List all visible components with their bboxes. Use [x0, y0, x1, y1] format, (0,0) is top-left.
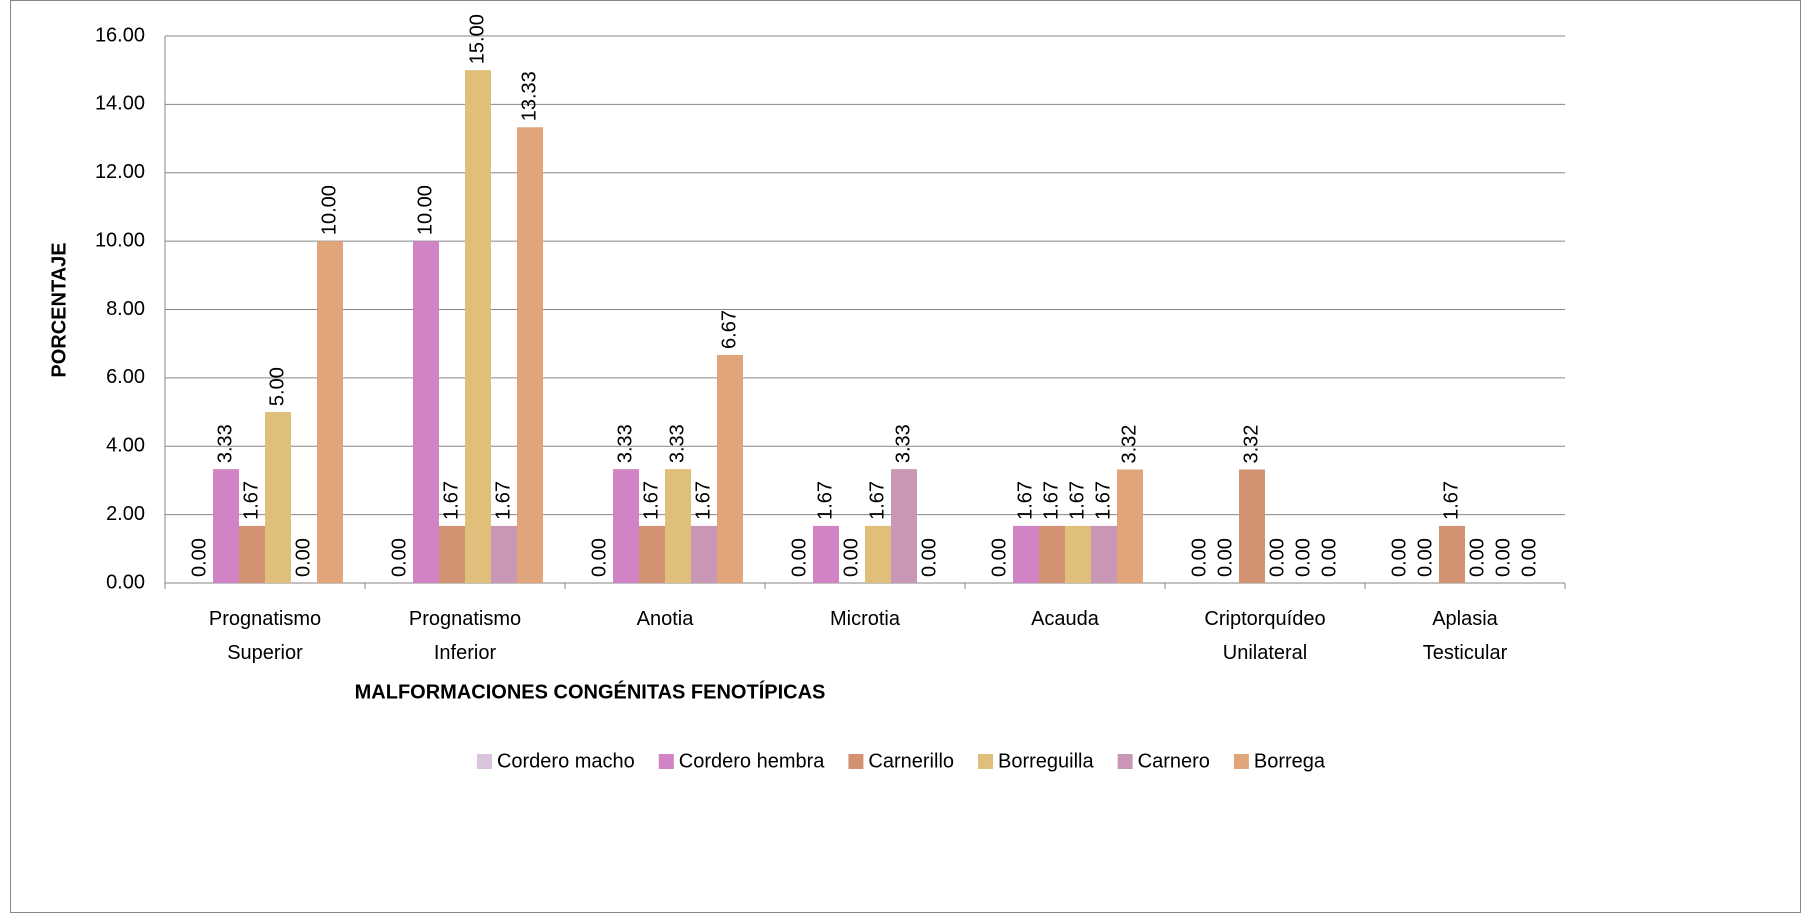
y-tick-label: 2.00: [106, 503, 145, 525]
bar: [439, 525, 465, 583]
bar: [717, 354, 743, 583]
bar: [613, 469, 639, 583]
value-label: 5.00: [266, 367, 288, 406]
legend-label: Borrega: [1254, 750, 1326, 772]
x-tick-label: Acauda: [1031, 608, 1100, 630]
legend-label: Borreguilla: [998, 750, 1094, 772]
value-label: 0.00: [840, 538, 862, 577]
bar: [265, 412, 291, 583]
value-label: 1.67: [1092, 481, 1114, 520]
value-label: 0.00: [988, 538, 1010, 577]
value-label: 0.00: [918, 538, 940, 577]
legend-swatch: [658, 754, 674, 769]
bar: [213, 469, 239, 583]
value-label: 3.33: [614, 424, 636, 463]
legend-label: Carnero: [1138, 750, 1210, 772]
x-tick-label: Anotia: [637, 608, 695, 630]
x-axis-title: MALFORMACIONES CONGÉNITAS FENOTÍPICAS: [355, 680, 826, 703]
value-label: 1.67: [1014, 481, 1036, 520]
x-tick-label: Aplasia Testicular: [1423, 608, 1508, 664]
value-label: 0.00: [1188, 538, 1210, 577]
value-label: 0.00: [1266, 538, 1288, 577]
legend-swatch: [476, 754, 492, 769]
value-label: 0.00: [1466, 538, 1488, 577]
y-axis-title: PORCENTAJE: [48, 242, 70, 377]
value-label: 13.33: [518, 71, 540, 121]
value-label: 3.33: [666, 424, 688, 463]
legend-swatch: [1117, 754, 1133, 769]
legend-swatch: [1233, 754, 1249, 769]
y-tick-label: 16.00: [95, 24, 145, 46]
legend-label: Cordero macho: [497, 750, 635, 772]
y-tick-label: 10.00: [95, 229, 145, 251]
bar: [665, 469, 691, 583]
x-tick-label: Microtia: [830, 608, 901, 630]
value-label: 3.33: [214, 424, 236, 463]
bar: [1065, 525, 1091, 583]
value-label: 0.00: [1214, 538, 1236, 577]
x-tick-label: Prognatismo Inferior: [409, 608, 521, 664]
value-label: 0.00: [788, 538, 810, 577]
value-label: 0.00: [1492, 538, 1514, 577]
bar: [317, 241, 343, 583]
value-label: 1.67: [1066, 481, 1088, 520]
bar: [891, 469, 917, 583]
value-label: 3.32: [1118, 425, 1140, 464]
bar: [1013, 525, 1039, 583]
value-label: 0.00: [588, 538, 610, 577]
bar: [239, 525, 265, 583]
value-label: 1.67: [814, 481, 836, 520]
y-tick-label: 6.00: [106, 366, 145, 388]
value-label: 1.67: [692, 481, 714, 520]
legend-swatch: [848, 754, 864, 769]
bar: [813, 525, 839, 583]
value-label: 1.67: [640, 481, 662, 520]
y-tick-label: 12.00: [95, 161, 145, 183]
legend-label: Cordero hembra: [679, 750, 826, 772]
value-label: 0.00: [1292, 538, 1314, 577]
bar: [491, 525, 517, 583]
y-tick-label: 8.00: [106, 298, 145, 320]
value-label: 6.67: [718, 310, 740, 349]
value-label: 15.00: [466, 14, 488, 64]
bar: [1091, 525, 1117, 583]
legend-label: Carnerillo: [868, 750, 954, 772]
value-label: 0.00: [188, 538, 210, 577]
bar: [413, 241, 439, 583]
value-label: 1.67: [240, 481, 262, 520]
value-label: 0.00: [1318, 538, 1340, 577]
value-label: 0.00: [388, 538, 410, 577]
value-label: 1.67: [1040, 481, 1062, 520]
bar: [865, 525, 891, 583]
value-label: 0.00: [1388, 538, 1410, 577]
value-label: 1.67: [866, 481, 888, 520]
value-label: 1.67: [492, 481, 514, 520]
x-tick-label: Prognatismo Superior: [209, 608, 321, 664]
value-label: 10.00: [414, 185, 436, 235]
value-label: 10.00: [318, 185, 340, 235]
bar: [1039, 525, 1065, 583]
value-label: 3.32: [1240, 425, 1262, 464]
chart-frame: [10, 0, 1801, 913]
value-label: 1.67: [440, 481, 462, 520]
bar: [1439, 525, 1465, 583]
value-label: 0.00: [292, 538, 314, 577]
bar: [517, 127, 543, 583]
value-label: 1.67: [1440, 481, 1462, 520]
value-label: 3.33: [892, 424, 914, 463]
x-tick-label: Criptorquídeo Unilateral: [1204, 608, 1325, 664]
bar: [691, 525, 717, 583]
bar: [639, 525, 665, 583]
bar: [1117, 469, 1143, 583]
bar: [1239, 469, 1265, 583]
value-label: 0.00: [1414, 538, 1436, 577]
y-tick-label: 14.00: [95, 93, 145, 115]
value-label: 0.00: [1518, 538, 1540, 577]
y-tick-label: 4.00: [106, 435, 145, 457]
legend-swatch: [978, 754, 994, 769]
bar: [465, 70, 491, 583]
y-tick-label: 0.00: [106, 571, 145, 593]
